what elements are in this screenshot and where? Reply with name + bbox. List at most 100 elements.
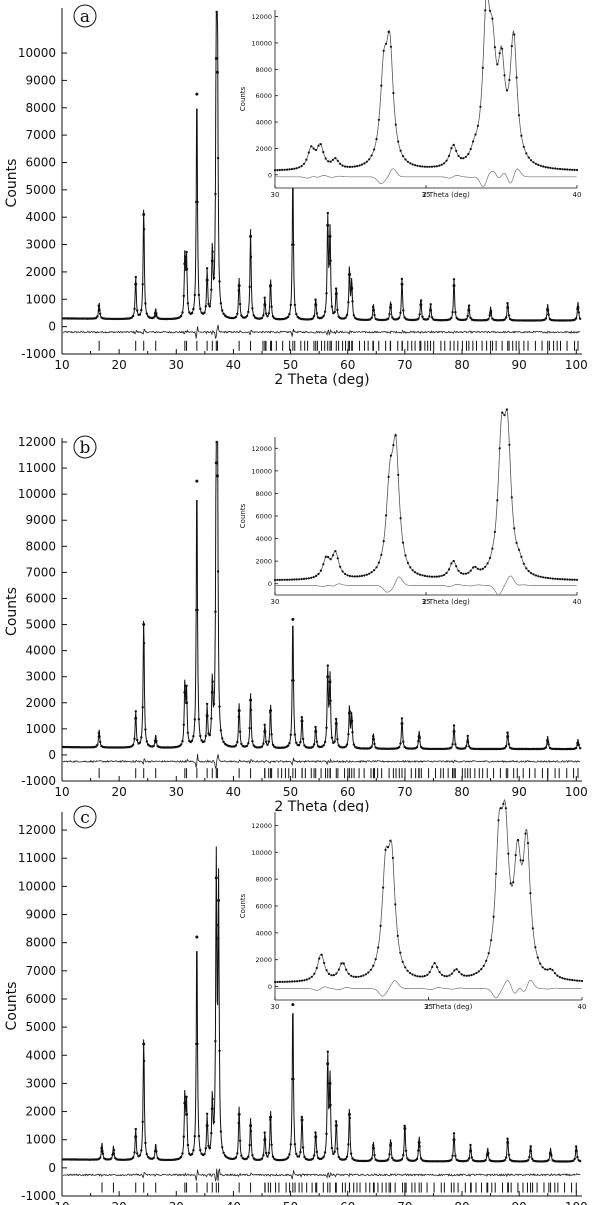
inset-observed-point: [571, 978, 574, 982]
observed-point: [286, 744, 290, 747]
observed-point: [573, 1157, 576, 1161]
observed-point: [179, 314, 183, 318]
observed-point: [466, 314, 469, 318]
observed-point: [451, 743, 454, 746]
inset-observed-point: [404, 158, 407, 161]
inset-observed-point: [380, 553, 383, 557]
inset-observed-point: [513, 527, 516, 530]
peak-point: [506, 305, 510, 309]
observed-point: [144, 1141, 147, 1145]
observed-point: [140, 308, 143, 312]
observed-point: [389, 1142, 393, 1145]
y-tick-label: 6000: [25, 155, 56, 169]
observed-point: [577, 311, 580, 314]
observed-point: [388, 313, 391, 316]
inset-observed-point: [409, 566, 412, 569]
inset-observed-point: [544, 968, 547, 971]
peak-point: [350, 286, 354, 290]
observed-point: [574, 746, 578, 750]
observed-point: [399, 742, 402, 745]
peak-point: [469, 1149, 473, 1153]
inset-observed-point: [525, 567, 528, 570]
observed-point: [131, 1156, 135, 1159]
inset-observed-point: [430, 165, 434, 168]
inset-observed-point: [341, 570, 344, 573]
observed-point: [289, 303, 292, 307]
observed-point: [323, 1151, 327, 1154]
inset-observed-point: [532, 161, 535, 164]
observed-point: [370, 745, 373, 748]
inset-observed-point: [322, 563, 325, 566]
inset-observed-points: [273, 9, 579, 172]
inset-observed-point: [460, 973, 463, 976]
observed-point: [264, 1151, 268, 1155]
inset-observed-point: [475, 971, 478, 975]
observed-point: [315, 740, 319, 743]
observed-point: [391, 316, 394, 319]
observed-point: [373, 1153, 376, 1157]
inset-observed-point: [568, 578, 571, 581]
peak-point: [371, 737, 375, 741]
peak-point: [214, 461, 218, 465]
observed-point: [182, 723, 185, 726]
observed-point: [297, 744, 301, 747]
observed-point: [579, 317, 582, 320]
y-tick-label: 9000: [25, 73, 56, 87]
inset-observed-point: [354, 975, 358, 979]
observed-point: [142, 1059, 146, 1063]
observed-point: [192, 1149, 195, 1152]
inset-observed-point: [370, 154, 373, 157]
x-tick-label: 90: [512, 1200, 527, 1205]
inset-y-tick-label: 12000: [251, 822, 272, 830]
x-tick-label: 20: [112, 358, 127, 372]
observed-point: [190, 739, 194, 742]
x-tick-label: 70: [397, 358, 412, 372]
observed-point: [314, 725, 317, 729]
observed-point: [136, 309, 139, 312]
inset-observed-point: [575, 578, 579, 581]
inset-observed-point: [529, 892, 532, 895]
inset-y-tick-label: 6000: [255, 92, 272, 100]
inset-observed-point: [457, 154, 460, 158]
peak-point: [249, 234, 253, 238]
observed-point: [138, 313, 142, 316]
peak-point: [417, 735, 421, 739]
observed-point: [211, 250, 214, 253]
inset-observed-point: [507, 852, 510, 855]
inset-observed-point: [428, 575, 431, 578]
peak-point: [429, 308, 433, 312]
inset-observed-point: [517, 839, 520, 842]
observed-point: [240, 742, 243, 746]
inset-observed-point: [409, 971, 412, 975]
peak-point: [154, 740, 158, 744]
observed-point: [219, 302, 223, 305]
observed-point: [152, 744, 155, 748]
observed-point: [203, 1153, 206, 1156]
peak-point: [185, 1112, 189, 1116]
observed-point: [547, 313, 550, 316]
inset-observed-point: [492, 915, 495, 918]
y-tick-label: 3000: [25, 670, 56, 684]
observed-point: [145, 740, 148, 743]
inset-observed-point: [561, 578, 564, 581]
inset-observed-point: [546, 576, 550, 580]
observed-point: [507, 743, 511, 746]
peak-point: [237, 284, 241, 288]
inset-observed-point: [319, 569, 322, 572]
inset-observed-point: [278, 980, 281, 984]
observed-point: [389, 303, 393, 306]
observed-point: [293, 1143, 297, 1146]
inset-observed-point: [445, 571, 448, 575]
observed-point: [334, 1120, 338, 1123]
observed-point: [216, 937, 220, 940]
observed-point: [214, 192, 217, 196]
observed-point: [345, 313, 349, 317]
y-tick-label: 1000: [25, 722, 56, 736]
observed-point: [286, 1156, 290, 1159]
observed-point: [322, 1155, 325, 1158]
x-axis-label: 2 Theta (deg): [274, 799, 369, 815]
observed-point: [417, 1149, 420, 1152]
observed-point: [387, 317, 390, 320]
observed-point: [503, 1159, 506, 1162]
